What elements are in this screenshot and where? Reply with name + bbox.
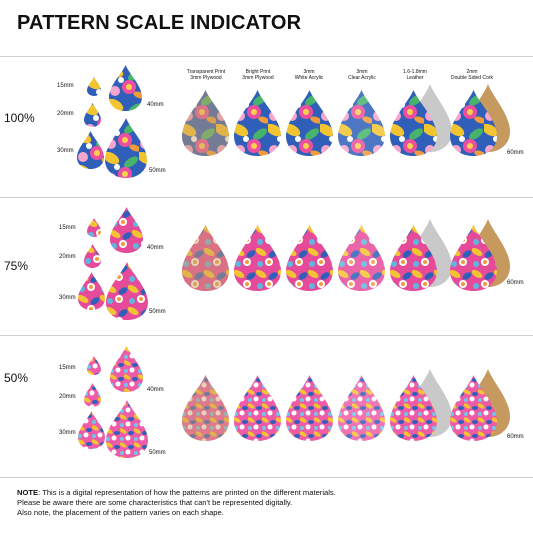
size-label: 15mm bbox=[59, 365, 76, 371]
sample-drop-20mm bbox=[84, 103, 101, 127]
size-label: 50mm bbox=[149, 450, 166, 456]
size-label: 40mm bbox=[147, 245, 164, 251]
divider bbox=[0, 335, 533, 336]
material-drop bbox=[338, 225, 385, 291]
material-drop bbox=[234, 375, 281, 441]
sample-drop-20mm bbox=[84, 244, 101, 268]
divider bbox=[0, 477, 533, 478]
material-drop bbox=[450, 375, 497, 441]
size-label: 30mm bbox=[57, 148, 74, 154]
sample-drop-15mm bbox=[87, 218, 101, 237]
sample-drop-20mm bbox=[84, 383, 101, 407]
sample-drop-40mm bbox=[110, 207, 143, 253]
note-line: Also note, the placement of the pattern … bbox=[17, 508, 224, 517]
size-label: 15mm bbox=[59, 225, 76, 231]
material-drop bbox=[182, 225, 229, 291]
material-drop bbox=[286, 375, 333, 441]
material-drop bbox=[390, 375, 437, 441]
material-drop bbox=[338, 375, 385, 441]
note-line: Please be aware there are some character… bbox=[17, 498, 293, 507]
sample-drop-30mm bbox=[77, 131, 104, 169]
divider bbox=[0, 56, 533, 57]
size-label: 30mm bbox=[59, 295, 76, 301]
material-drop bbox=[182, 375, 229, 441]
size-label: 20mm bbox=[59, 254, 76, 260]
material-label: Bright Print 3mm Plywood bbox=[242, 69, 274, 81]
size-label: 20mm bbox=[57, 111, 74, 117]
sample-drop-40mm bbox=[110, 346, 143, 392]
scale-percent: 100% bbox=[4, 111, 35, 125]
size-label: 30mm bbox=[59, 430, 76, 436]
material-drop bbox=[286, 90, 333, 156]
material-drop bbox=[450, 225, 497, 291]
sample-drop-30mm bbox=[78, 411, 105, 449]
material-drop bbox=[182, 90, 229, 156]
note-line: : This is a digital representation of ho… bbox=[38, 488, 336, 497]
page-title: PATTERN SCALE INDICATOR bbox=[17, 12, 302, 34]
material-label: 1.6-1.8mm Leather bbox=[403, 69, 427, 81]
size-label: 60mm bbox=[507, 280, 524, 286]
material-label: 2mm Double Sided Cork bbox=[451, 69, 493, 81]
scale-percent: 75% bbox=[4, 259, 29, 273]
material-drop bbox=[390, 225, 437, 291]
material-label: 3mm White Acrylic bbox=[294, 69, 324, 81]
material-label: Transparent Print 3mm Plywood bbox=[186, 69, 226, 81]
material-drop bbox=[234, 225, 281, 291]
size-label: 60mm bbox=[507, 150, 524, 156]
size-label: 40mm bbox=[147, 387, 164, 393]
size-label: 15mm bbox=[57, 83, 74, 89]
sample-drop-50mm bbox=[106, 400, 148, 458]
sample-drop-40mm bbox=[109, 65, 142, 111]
material-label: 3mm Clear Acrylic bbox=[348, 69, 376, 81]
scale-percent: 50% bbox=[4, 371, 29, 385]
note-label: NOTE bbox=[17, 488, 39, 497]
material-drop bbox=[338, 90, 385, 156]
material-drop bbox=[286, 225, 333, 291]
size-label: 60mm bbox=[507, 434, 524, 440]
sample-drop-15mm bbox=[87, 77, 101, 96]
size-label: 40mm bbox=[147, 102, 164, 108]
size-label: 50mm bbox=[149, 309, 166, 315]
note-text: NOTE: This is a digital representation o… bbox=[17, 488, 336, 518]
sample-drop-30mm bbox=[78, 272, 105, 310]
sample-drop-50mm bbox=[105, 118, 147, 178]
sample-drop-50mm bbox=[106, 262, 148, 320]
size-label: 20mm bbox=[59, 394, 76, 400]
size-label: 50mm bbox=[149, 168, 166, 174]
sample-drop-15mm bbox=[87, 356, 101, 375]
divider bbox=[0, 197, 533, 198]
material-drop bbox=[390, 90, 437, 156]
material-drop bbox=[234, 90, 281, 156]
material-drop bbox=[450, 90, 497, 156]
